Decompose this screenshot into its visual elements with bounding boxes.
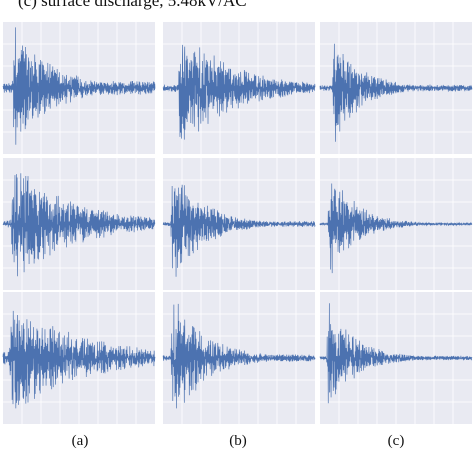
waveform-trace	[319, 183, 473, 274]
waveform-panel-r3-c3	[319, 292, 473, 424]
waveform-panel-r2-c3	[319, 158, 473, 290]
column-label-a: (a)	[71, 433, 89, 449]
waveform-panel-r1-c3	[319, 22, 473, 154]
figure-caption: (c) surface discharge, 5.48kV/AC	[18, 0, 247, 10]
waveform-trace	[162, 44, 316, 140]
waveform-trace	[2, 310, 156, 409]
waveform-trace	[319, 303, 473, 404]
waveform-panel-r1-c1	[2, 22, 156, 154]
waveform-trace	[2, 27, 156, 145]
waveform-trace	[319, 43, 473, 142]
waveform-trace	[162, 303, 316, 409]
waveform-panel-r2-c2	[162, 158, 316, 290]
waveform-panel-r3-c2	[162, 292, 316, 424]
waveform-panel-r1-c2	[162, 22, 316, 154]
waveform-panel-r2-c1	[2, 158, 156, 290]
waveform-trace	[2, 173, 156, 277]
waveform-trace	[162, 184, 316, 277]
column-label-c: (c)	[387, 433, 405, 449]
waveform-panel-r3-c1	[2, 292, 156, 424]
column-label-b: (b)	[229, 433, 247, 449]
